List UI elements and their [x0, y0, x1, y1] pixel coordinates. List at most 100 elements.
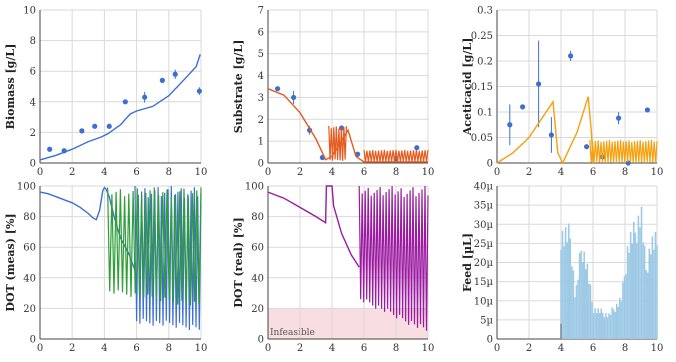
y-tick-label: 0 [258, 335, 264, 346]
data-point [584, 144, 590, 150]
data-point [536, 81, 542, 87]
panel-aceticacid: 0 2 4 6 8 10 0 0.05 0.1 0.15 0.2 0.25 0.3 Aceticacid … [461, 6, 663, 179]
y-tick-label: 0.2 [477, 57, 493, 68]
panel-substrate: 0 2 4 6 8 10 0 1 2 3 4 5 6 7 Substrate [g/L] [232, 6, 434, 179]
x-tick-label: 8 [166, 343, 172, 354]
x-tick-label: 8 [622, 343, 628, 354]
y-tick-label: 8 [30, 36, 36, 47]
y-tick-label: 4 [258, 71, 264, 82]
x-tick-label: 8 [393, 167, 399, 178]
data-point [625, 160, 631, 166]
y-axis-label: Aceticacid [g/L] [461, 38, 474, 137]
x-tick-label: 6 [361, 167, 367, 178]
data-point [616, 115, 622, 121]
data-point [159, 77, 165, 83]
x-tick-label: 6 [590, 343, 596, 354]
y-tick-label: 3 [258, 93, 264, 104]
y-tick-label: 10µ [474, 296, 494, 307]
y-tick-label: 0 [30, 335, 36, 346]
x-tick-label: 8 [166, 167, 172, 178]
x-tick-label: 8 [393, 343, 399, 354]
x-tick-label: 4 [101, 167, 107, 178]
x-tick-label: 0 [37, 167, 43, 178]
data-point [548, 132, 555, 138]
y-tick-label: 6 [30, 67, 36, 78]
data-point [142, 94, 148, 100]
y-tick-label: 4 [30, 97, 36, 108]
y-tick-label: 35µ [474, 201, 494, 212]
y-tick-label: 5 [258, 49, 264, 60]
y-tick-label: 0.15 [471, 82, 493, 93]
series-line [39, 54, 201, 161]
series-0 [267, 185, 360, 268]
x-tick-label: 0 [494, 167, 500, 178]
y-tick-label: 25µ [474, 239, 494, 250]
y-axis-label: DOT (real) [%] [232, 217, 245, 307]
data-point [92, 123, 98, 129]
x-tick-label: 10 [422, 167, 435, 178]
y-tick-label: 0 [487, 335, 493, 346]
y-axis-label: DOT (meas) [%] [4, 213, 17, 311]
series-3 [363, 149, 429, 162]
y-tick-label: 60 [251, 243, 264, 254]
data-point [172, 71, 178, 77]
y-tick-label: 0 [258, 159, 264, 170]
x-tick-label: 10 [651, 343, 664, 354]
x-tick-label: 0 [265, 343, 271, 354]
y-tick-label: 0.1 [477, 108, 493, 119]
y-tick-label: 0.05 [471, 133, 493, 144]
panel-biomass: 0 2 4 6 8 10 0 2 4 6 8 10 Biomass [g/L] [4, 6, 207, 179]
series-oscillation [358, 185, 429, 331]
x-tick-label: 4 [558, 343, 564, 354]
x-tick-label: 10 [422, 343, 435, 354]
series-1 [39, 54, 201, 161]
data-point [122, 99, 128, 105]
x-tick-label: 6 [361, 343, 367, 354]
x-tick-label: 2 [526, 167, 532, 178]
y-tick-label: 80 [251, 212, 264, 223]
series-2 [107, 187, 202, 306]
y-tick-label: 7 [258, 6, 264, 17]
series-1 [358, 185, 429, 331]
y-tick-label: 100 [245, 182, 264, 193]
x-tick-label: 6 [590, 167, 596, 178]
y-tick-label: 0.25 [471, 31, 493, 42]
y-tick-label: 20 [251, 304, 264, 315]
data-point [568, 53, 574, 59]
series-line [496, 96, 594, 165]
y-tick-label: 80 [23, 212, 36, 223]
y-tick-label: 60 [23, 243, 36, 254]
y-tick-label: 20 [23, 304, 36, 315]
data-point [275, 86, 281, 92]
y-tick-label: 0 [487, 159, 493, 170]
y-tick-label: 20µ [474, 258, 494, 269]
panel-feed: 0 2 4 6 8 10 0 5µ 10µ 15µ 20µ 25µ 30µ 35µ 40µ Feed [µL] [461, 182, 663, 355]
x-tick-label: 4 [329, 167, 335, 178]
x-tick-label: 2 [297, 343, 303, 354]
x-tick-label: 2 [526, 343, 532, 354]
data-point [47, 146, 53, 152]
y-tick-label: 40 [251, 273, 264, 284]
series-line [267, 185, 360, 268]
series-2 [328, 125, 347, 161]
series-1 [496, 96, 594, 165]
y-tick-label: 6 [258, 27, 264, 38]
y-axis-label: Substrate [g/L] [232, 40, 245, 134]
x-tick-label: 2 [297, 167, 303, 178]
x-tick-label: 10 [195, 167, 208, 178]
x-tick-label: 8 [622, 167, 628, 178]
series-oscillation [589, 140, 658, 164]
data-point [520, 104, 526, 110]
infeasible-label: Infeasible [270, 328, 315, 338]
x-tick-label: 10 [651, 167, 664, 178]
y-tick-label: 15µ [474, 277, 494, 288]
series-0 [560, 206, 658, 339]
x-tick-label: 4 [101, 343, 107, 354]
y-tick-label: 2 [30, 128, 36, 139]
series-2 [589, 140, 658, 164]
series-oscillation [107, 187, 202, 306]
series-oscillation [363, 149, 429, 162]
data-point [79, 128, 85, 134]
